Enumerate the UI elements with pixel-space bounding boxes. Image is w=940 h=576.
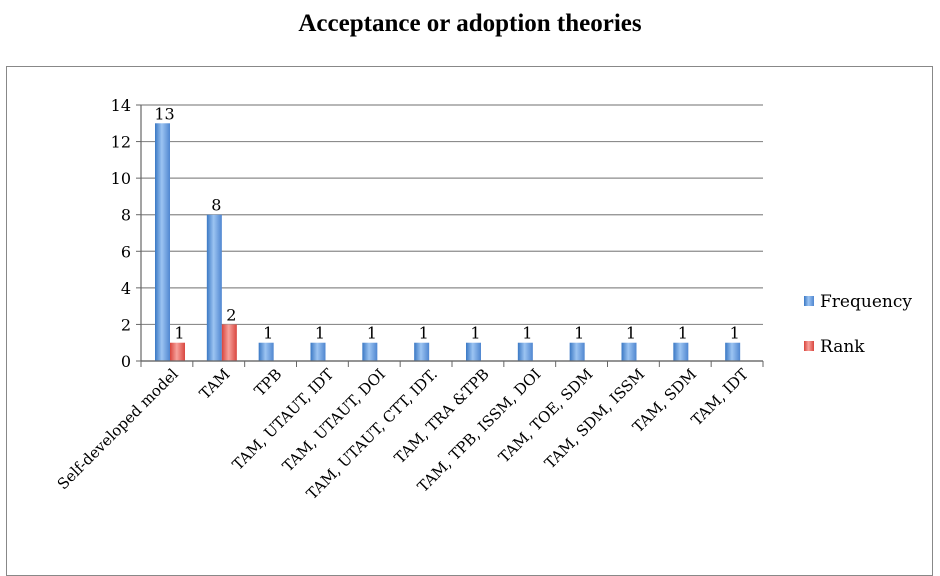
x-category-label: Self-developed model (54, 365, 182, 493)
chart-title: Acceptance or adoption theories (298, 10, 642, 37)
legend-label-rank: Rank (820, 337, 865, 357)
y-tick-label: 6 (121, 242, 131, 261)
x-category-label: TPB (251, 365, 286, 400)
x-category-label: TAM, TRA &TPB (391, 365, 493, 467)
bar-frequency (206, 214, 222, 361)
bar-frequency (155, 123, 170, 362)
data-label-frequency: 1 (315, 324, 325, 343)
bar-frequency (725, 342, 741, 361)
y-tick-label: 12 (111, 133, 131, 152)
bar-frequency (569, 342, 585, 361)
y-tick-label: 14 (111, 96, 131, 115)
data-label-frequency: 1 (574, 324, 584, 343)
y-tick-label: 2 (121, 315, 131, 334)
data-label-frequency: 13 (154, 104, 174, 123)
x-category-label: TAM (196, 365, 234, 403)
legend-label-frequency: Frequency (820, 292, 912, 312)
data-label-frequency: 1 (522, 324, 532, 343)
x-category-label: TAM, TOE, SDM (495, 365, 596, 466)
bar-frequency (414, 342, 430, 361)
data-label-frequency: 1 (626, 324, 636, 343)
bar-rank (170, 342, 185, 361)
bar-frequency (258, 342, 274, 361)
data-label-rank: 2 (226, 305, 236, 324)
bar-frequency (621, 342, 637, 361)
data-label-frequency: 1 (419, 324, 429, 343)
data-label-frequency: 1 (470, 324, 480, 343)
y-tick-label: 10 (111, 169, 131, 188)
x-category-label: TAM, IDT (688, 365, 752, 429)
data-label-frequency: 1 (367, 324, 377, 343)
y-tick-label: 0 (121, 352, 131, 371)
y-tick-label: 4 (121, 279, 131, 298)
bar-frequency (673, 342, 689, 361)
x-category-label: TAM, SDM, ISSM (541, 365, 648, 472)
bar-frequency (466, 342, 481, 361)
data-label-frequency: 1 (730, 324, 740, 343)
data-label-frequency: 8 (211, 196, 221, 215)
data-label-frequency: 1 (678, 324, 688, 343)
bar-frequency (517, 342, 533, 361)
y-tick-label: 8 (121, 206, 131, 225)
data-label-frequency: 1 (263, 324, 273, 343)
data-label-rank: 1 (174, 324, 184, 343)
bar-frequency (362, 342, 378, 361)
legend-swatch-frequency (804, 296, 814, 306)
bar-rank (221, 324, 237, 361)
bar-frequency (310, 342, 326, 361)
legend-swatch-rank (804, 341, 814, 351)
